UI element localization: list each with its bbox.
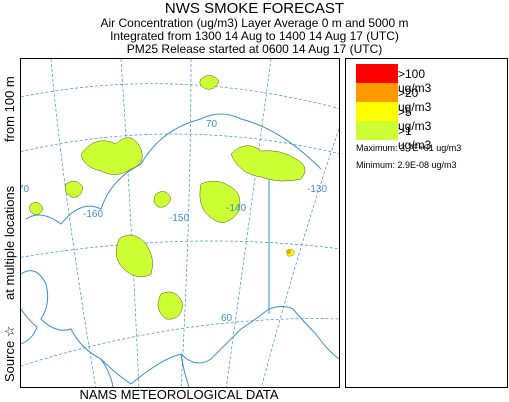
locations-label: at multiple locations [2, 185, 17, 300]
legend-panel: >100 ug/m3 >20 ug/m3 >5 ug/m3 >1 ug/m3 M… [345, 58, 508, 388]
forecast-title: NWS SMOKE FORECAST [164, 0, 345, 17]
legend-swatch [356, 121, 398, 140]
smoke-hotspot [287, 250, 291, 254]
height-label: from 100 m [2, 76, 17, 142]
legend-label: >20 ug/m3 [398, 86, 432, 114]
minimum-value: Minimum: 2.9E-08 ug/m3 [356, 160, 457, 170]
legend-label: >5 ug/m3 [398, 105, 432, 133]
lon130-label: -130 [307, 184, 327, 195]
lon170-label: -170 [21, 184, 29, 195]
smoke-map[interactable]: 70 60 -170 -160 -150 -140 -130 [20, 58, 340, 388]
graticule-labels: 70 60 -170 -160 -150 -140 -130 [21, 119, 327, 324]
data-source-label: NAMS METEOROLOGICAL DATA [79, 387, 279, 402]
lon150-label: -150 [169, 213, 189, 224]
lat60-label: 60 [221, 313, 233, 324]
smoke-plumes [29, 75, 306, 320]
release-line: PM25 Release started at 0600 14 Aug 17 (… [126, 42, 383, 56]
source-label: Source ☆ [2, 325, 17, 382]
source-side-label: Source ☆ at multiple locations from 100 … [0, 52, 20, 382]
lon140-label: -140 [226, 203, 246, 214]
concentration-line: Air Concentration (ug/m3) Layer Average … [100, 16, 409, 30]
maximum-value: Maximum: 3.7E+01 ug/m3 [356, 143, 462, 153]
lon160-label: -160 [83, 209, 103, 220]
legend-swatch [356, 83, 398, 102]
coastline [21, 113, 339, 387]
legend-swatch [356, 64, 398, 83]
legend-swatch [356, 102, 398, 121]
map-canvas: 70 60 -170 -160 -150 -140 -130 [21, 59, 339, 387]
legend-label: >100 ug/m3 [398, 67, 432, 95]
graticule [21, 59, 339, 387]
integration-line: Integrated from 1300 14 Aug to 1400 14 A… [110, 29, 399, 43]
lat70-label: 70 [206, 119, 218, 130]
legend-label: >1 ug/m3 [398, 124, 432, 152]
